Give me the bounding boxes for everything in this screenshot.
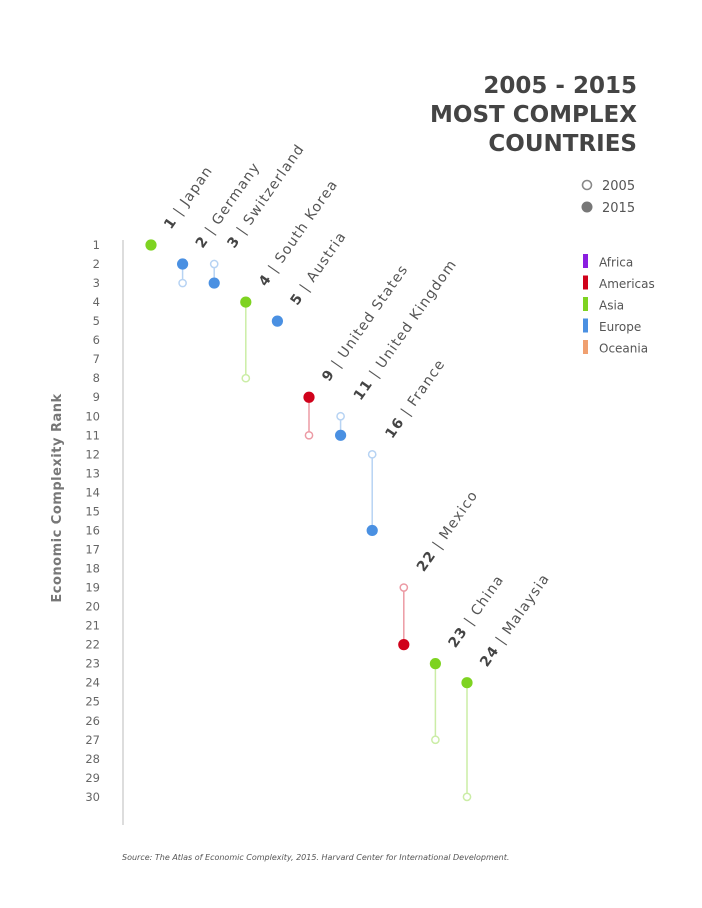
country-name: United Kingdom — [373, 257, 460, 372]
y-tick-label: 26 — [85, 714, 100, 728]
y-tick-label: 22 — [85, 638, 100, 652]
country-label: 22 | Mexico — [414, 488, 482, 575]
y-tick-label: 20 — [85, 600, 100, 614]
country-name: China — [468, 572, 507, 619]
point-2015 — [461, 677, 473, 689]
chart-title-line-2: MOST COMPLEX — [430, 102, 637, 128]
point-2005 — [178, 278, 187, 288]
dumbbell-series — [145, 239, 473, 802]
y-tick-label: 29 — [85, 771, 100, 785]
year-legend: 2005 2015 — [581, 179, 635, 216]
y-tick-label: 16 — [85, 523, 100, 537]
country-name: France — [405, 356, 449, 409]
country-name: Austria — [304, 229, 350, 286]
y-tick-label: 24 — [85, 676, 100, 690]
country-name: Malaysia — [500, 571, 554, 638]
y-tick-label: 8 — [93, 371, 100, 385]
y-tick-label: 18 — [85, 562, 100, 576]
y-tick-label: 25 — [85, 695, 100, 709]
y-tick-label: 27 — [85, 733, 100, 747]
point-2015 — [398, 639, 410, 651]
legend-year-label: 2015 — [602, 201, 635, 216]
point-2005 — [462, 792, 472, 802]
y-tick-label: 9 — [93, 390, 100, 404]
point-2005 — [431, 735, 440, 745]
point-2015 — [208, 277, 220, 289]
point-2015 — [145, 239, 157, 251]
y-tick-label: 17 — [85, 542, 100, 556]
source-note: Source: The Atlas of Economic Complexity… — [122, 853, 509, 862]
chart-title-line-3: COUNTRIES — [488, 131, 637, 157]
legend-marker-filled — [581, 201, 593, 213]
y-tick-label: 4 — [93, 295, 100, 309]
point-2005 — [304, 430, 314, 440]
region-swatch — [583, 275, 588, 290]
region-legend: Africa Americas Asia Europe Oceania — [583, 254, 655, 356]
legend-marker-hollow — [581, 179, 593, 191]
region-label: Asia — [599, 299, 624, 313]
point-2015 — [271, 315, 283, 327]
y-axis-label: Economic Complexity Rank — [50, 393, 65, 602]
region-label: Oceania — [599, 342, 648, 356]
point-2015 — [303, 391, 315, 403]
y-tick-label: 23 — [85, 657, 100, 671]
y-tick-label: 6 — [93, 333, 100, 347]
point-2015 — [429, 658, 441, 670]
point-2005 — [241, 373, 251, 383]
y-tick-label: 7 — [93, 352, 100, 366]
chart-title: 2005 - 2015 MOST COMPLEX COUNTRIES — [430, 73, 637, 157]
point-2015 — [240, 296, 252, 308]
y-tick-label: 30 — [85, 790, 100, 804]
y-tick-label: 12 — [85, 447, 100, 461]
chart-title-line-1: 2005 - 2015 — [483, 73, 637, 99]
point-2005 — [336, 411, 345, 421]
y-tick-label: 14 — [85, 485, 100, 499]
y-tick-label: 3 — [93, 276, 100, 290]
point-2005 — [367, 449, 377, 459]
region-swatch — [583, 340, 588, 354]
region-label: Europe — [599, 320, 641, 334]
y-tick-label: 21 — [85, 619, 100, 633]
y-tick-label: 10 — [85, 409, 100, 423]
legend-year-label: 2005 — [602, 179, 635, 194]
country-label: 9 | United States — [319, 262, 412, 385]
y-tick-label: 1 — [93, 238, 100, 252]
region-swatch — [583, 318, 588, 333]
y-tick-label: 15 — [85, 504, 100, 518]
region-label: Africa — [599, 256, 633, 270]
y-tick-labels: 1234567891011121314151617181920212223242… — [85, 238, 100, 804]
point-2015 — [177, 258, 189, 270]
region-swatch — [583, 297, 588, 311]
region-swatch — [583, 254, 588, 268]
y-tick-label: 11 — [85, 428, 100, 442]
y-tick-label: 2 — [93, 257, 100, 271]
country-name: Japan — [177, 163, 217, 210]
point-2005 — [209, 259, 219, 269]
point-2015 — [335, 429, 347, 441]
point-2015 — [366, 524, 378, 537]
y-tick-label: 13 — [85, 466, 100, 480]
country-name: Mexico — [436, 488, 481, 543]
country-label: 16 | France — [382, 356, 448, 441]
y-tick-label: 28 — [85, 752, 100, 766]
y-tick-label: 19 — [85, 581, 100, 595]
y-tick-label: 5 — [93, 314, 100, 328]
point-2005 — [399, 583, 409, 592]
region-label: Americas — [599, 277, 655, 291]
